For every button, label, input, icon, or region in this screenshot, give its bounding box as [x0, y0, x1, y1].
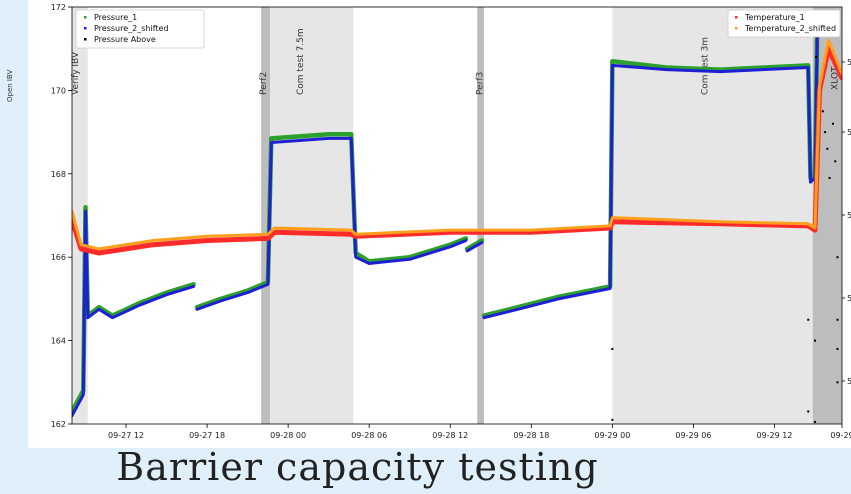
- pressure-above-point-17: [836, 381, 839, 384]
- region-1: [261, 7, 271, 424]
- x-tick-label-4: 09-28 12: [432, 431, 468, 440]
- pressure-above-point-16: [836, 347, 839, 350]
- region-label-1: Perf2: [259, 72, 269, 95]
- pressure-above-point-8: [821, 110, 824, 113]
- pressure-above-point-2: [807, 318, 810, 321]
- side-label-text: Open IBV: [6, 69, 14, 102]
- right-tick-label-2: 5: [847, 211, 851, 220]
- legend-left-box: [75, 9, 205, 49]
- right-tick-label-0: 5: [847, 58, 851, 67]
- series-group: [72, 29, 842, 423]
- legend-left-label-0: Pressure_1: [94, 13, 137, 22]
- x-tick-label-8: 09-29 12: [756, 431, 792, 440]
- series-pressure-1-seg-3: [481, 29, 820, 318]
- caption: Barrier capacity testing: [116, 445, 599, 489]
- legend-left-marker-2: [84, 38, 87, 41]
- plot-frame: [71, 6, 843, 425]
- legend-right-label-1: Temperature_2_shifted: [744, 24, 836, 33]
- x-tick-label-6: 09-29 00: [594, 431, 630, 440]
- y-tick-label-1: 164: [51, 337, 66, 346]
- right-tick-label-1: 5: [847, 128, 851, 137]
- region-3: [477, 7, 485, 424]
- region-label-4: Com test 3m: [700, 37, 710, 95]
- pressure-above-point-13: [834, 160, 837, 163]
- series-pressure-2-shifted-seg-2: [465, 241, 484, 253]
- series-pressure-1-seg-2: [464, 238, 485, 252]
- series-temperature-1-seg-0: [72, 46, 842, 256]
- pressure-above-point-11: [828, 176, 831, 179]
- region-label-2: Com test 7.5m: [296, 28, 306, 95]
- region-label-0: Verify IBV: [71, 51, 81, 95]
- right-tick-label-4: 5: [847, 377, 851, 386]
- y-tick-label-5: 172: [51, 3, 66, 12]
- pressure-above-point-10: [826, 147, 829, 150]
- pressure-temperature-chart: Verify IBV Perf2 Com test 7.5m Perf3 Com tes…: [51, 3, 851, 440]
- pressure-above-point-0: [611, 347, 614, 350]
- legend-right-box: [727, 9, 841, 38]
- x-tick-label-9: 09-29: [830, 431, 851, 440]
- series-pressure-2-shifted-seg-1: [195, 136, 468, 311]
- legend-left-label-2: Pressure Above: [94, 35, 156, 44]
- legend-left: Pressure_1 Pressure_2_shifted Pressure Abo…: [75, 9, 205, 49]
- pressure-above-point-3: [807, 410, 810, 413]
- pressure-above-point-15: [836, 318, 839, 321]
- x-tick-label-3: 09-28 06: [351, 431, 387, 440]
- region-4: [612, 7, 813, 424]
- pressure-above-point-7: [815, 56, 818, 59]
- pressure-above-point-14: [836, 256, 839, 259]
- x-tick-label-5: 09-28 18: [513, 431, 549, 440]
- legend-left-marker-1: [84, 27, 87, 30]
- legend-left-marker-0: [84, 16, 87, 19]
- series-pressure-2-shifted-seg-3: [482, 34, 819, 320]
- x-tick-label-1: 09-27 18: [189, 431, 225, 440]
- series-pressure-1-seg-1: [194, 131, 469, 310]
- pressure-above-point-5: [813, 420, 816, 423]
- legend-right-label-0: Temperature_1: [744, 13, 805, 22]
- legend-right-marker-1: [735, 27, 738, 30]
- y-tick-label-0: 162: [51, 420, 66, 429]
- x-tick-label-7: 09-29 06: [675, 431, 711, 440]
- legend-right: Temperature_1 Temperature_2_shifted: [727, 9, 841, 38]
- region-label-5: XLOT: [831, 66, 841, 90]
- pressure-above-point-9: [824, 131, 827, 134]
- pressure-above-point-12: [831, 122, 834, 125]
- legend-left-label-1: Pressure_2_shifted: [94, 24, 169, 33]
- region-label-3: Perf3: [475, 72, 485, 95]
- x-tick-label-0: 09-27 12: [108, 431, 144, 440]
- series-pressure-2-shifted-seg-0: [72, 209, 196, 418]
- region-2: [270, 7, 354, 424]
- pressure-above-point-4: [813, 339, 816, 342]
- legend-right-marker-0: [735, 16, 738, 19]
- pressure-above-point-1: [611, 418, 614, 421]
- side-label: Open IBV: [6, 62, 26, 122]
- y-tick-label-4: 170: [51, 86, 66, 95]
- y-tick-label-3: 168: [51, 170, 66, 179]
- y-tick-label-2: 166: [51, 253, 66, 262]
- series-temperature-2-shifted-seg-0: [72, 38, 842, 251]
- chart-container: Verify IBV Perf2 Com test 7.5m Perf3 Com tes…: [28, 0, 851, 448]
- x-tick-label-2: 09-28 00: [270, 431, 306, 440]
- right-tick-label-3: 5: [847, 294, 851, 303]
